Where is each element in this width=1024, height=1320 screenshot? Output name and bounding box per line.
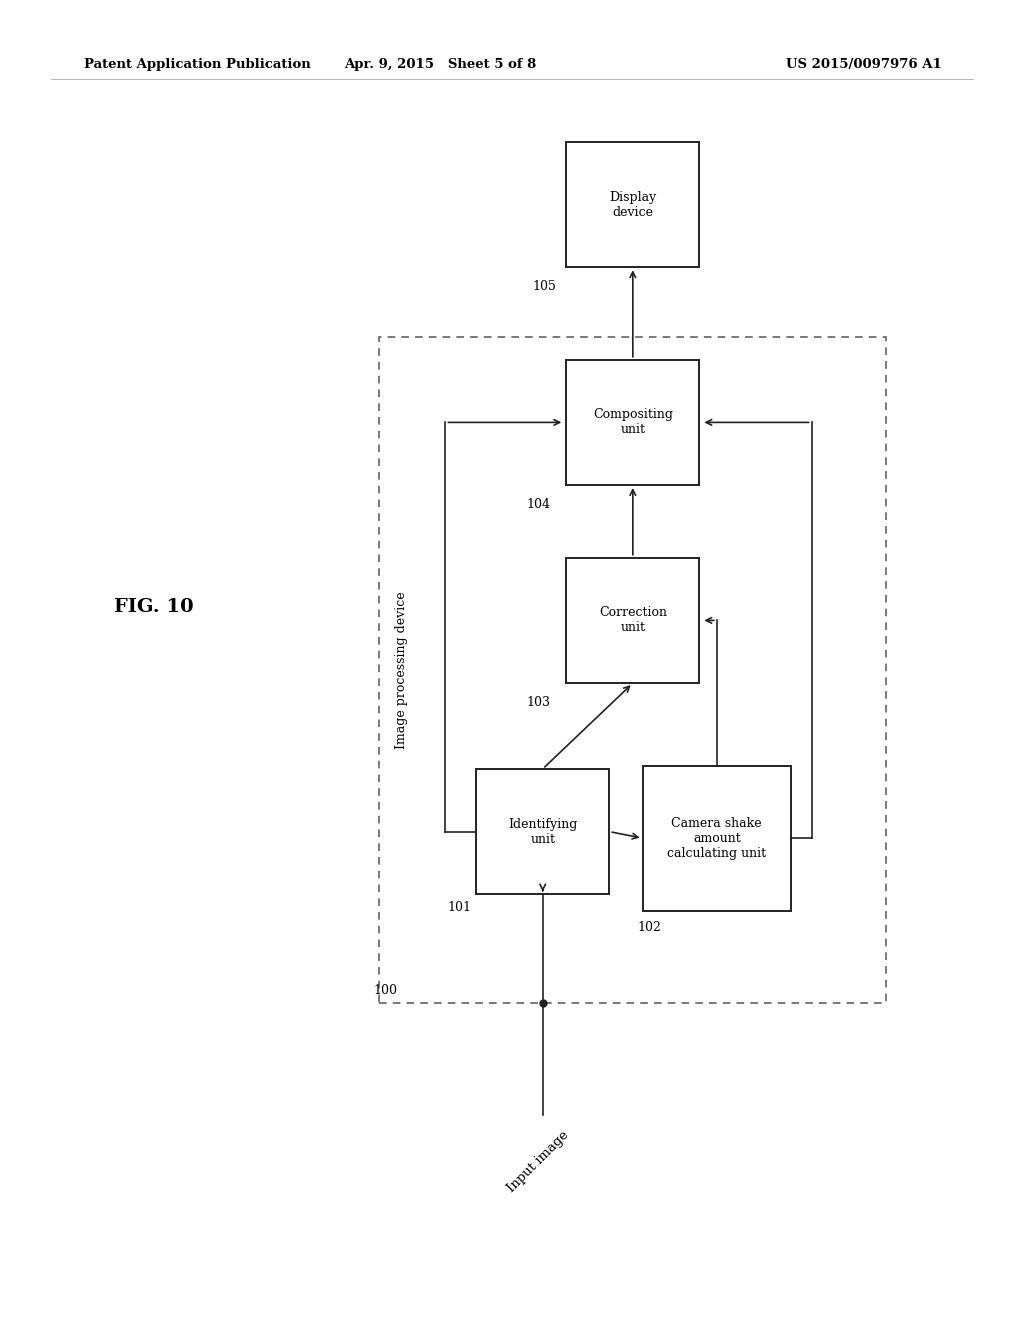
Text: Camera shake
amount
calculating unit: Camera shake amount calculating unit	[668, 817, 766, 859]
Text: Compositing
unit: Compositing unit	[593, 408, 673, 437]
Text: Input image: Input image	[505, 1129, 570, 1195]
Text: 102: 102	[637, 921, 662, 935]
Bar	[566, 143, 699, 267]
Bar	[566, 359, 699, 484]
Bar	[476, 768, 609, 895]
Text: FIG. 10: FIG. 10	[114, 598, 194, 616]
Text: 101: 101	[447, 900, 471, 913]
Text: 103: 103	[527, 697, 551, 709]
Text: Correction
unit: Correction unit	[599, 606, 667, 635]
Text: Patent Application Publication: Patent Application Publication	[84, 58, 310, 71]
Text: US 2015/0097976 A1: US 2015/0097976 A1	[786, 58, 942, 71]
Text: 100: 100	[374, 983, 397, 997]
Text: Identifying
unit: Identifying unit	[508, 817, 578, 846]
Text: Apr. 9, 2015   Sheet 5 of 8: Apr. 9, 2015 Sheet 5 of 8	[344, 58, 537, 71]
Text: Image processing device: Image processing device	[395, 591, 408, 748]
Bar	[643, 766, 791, 911]
Text: 105: 105	[532, 281, 556, 293]
Text: 104: 104	[527, 498, 551, 511]
Bar	[379, 337, 886, 1003]
Text: Display
device: Display device	[609, 190, 656, 219]
Bar	[566, 557, 699, 682]
